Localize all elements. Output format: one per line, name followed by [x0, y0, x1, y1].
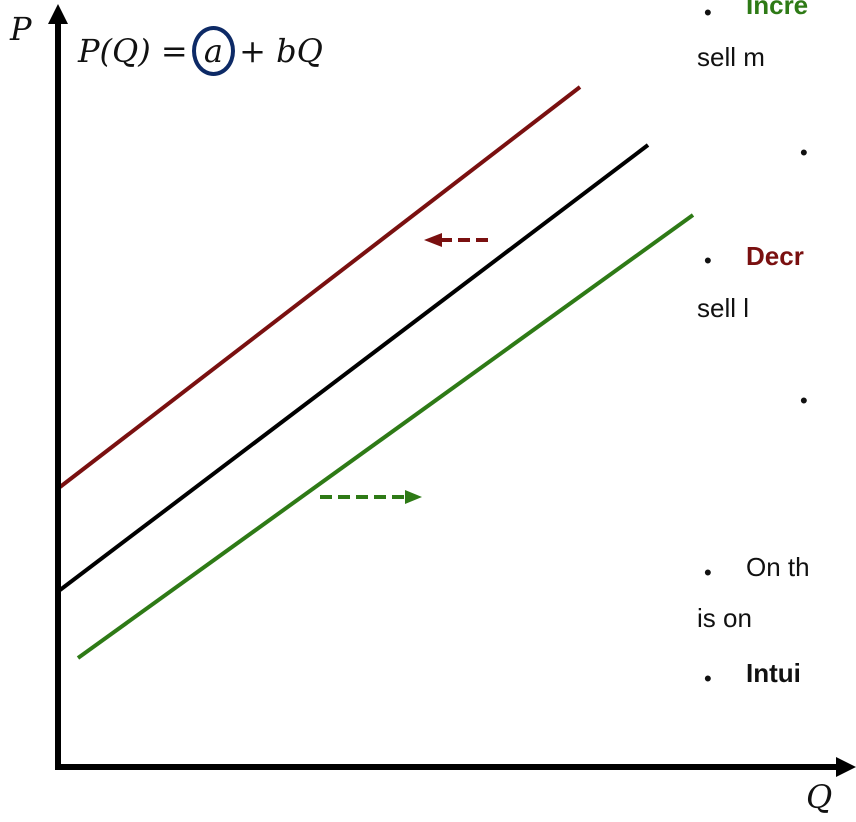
x-axis-label: Q: [806, 778, 833, 816]
bullet-dot: •: [704, 0, 712, 25]
bullet-text-sell-more: sell m: [697, 42, 765, 72]
bullet-text-is-on: is on: [697, 603, 752, 633]
y-axis: [48, 4, 68, 770]
supply-equation: P(Q) = a + bQ: [78, 26, 323, 76]
bullet-text-on-the: On th: [746, 552, 810, 582]
supply-line-shift-right: [76, 213, 695, 660]
bullet-text-decrease: Decr: [746, 241, 804, 271]
bullet-text-sell-less: sell l: [697, 293, 750, 323]
bullet-dot: •: [704, 248, 712, 273]
bullet-dot: •: [704, 666, 712, 691]
sub-bullet-dot: •: [800, 140, 808, 165]
shift-right-arrow: [320, 490, 422, 504]
shift-left-arrow: [424, 233, 488, 247]
sub-bullet-dot: •: [800, 388, 808, 413]
equation-lhs: P(Q) =: [78, 32, 198, 70]
bullet-text-intuition: Intui: [746, 658, 801, 688]
equation-intercept-a: a: [191, 26, 236, 76]
bullet-list: • Incre sell m • • Decr sell l • • On th…: [697, 0, 856, 822]
equation-rhs: + bQ: [228, 32, 323, 70]
supply-line-shift-left: [58, 85, 582, 489]
bullet-text-increase: Incre: [746, 0, 809, 20]
x-axis: [55, 757, 856, 777]
bullet-dot: •: [704, 560, 712, 585]
y-axis-label: P: [10, 10, 32, 48]
supply-line-original: [58, 143, 650, 592]
